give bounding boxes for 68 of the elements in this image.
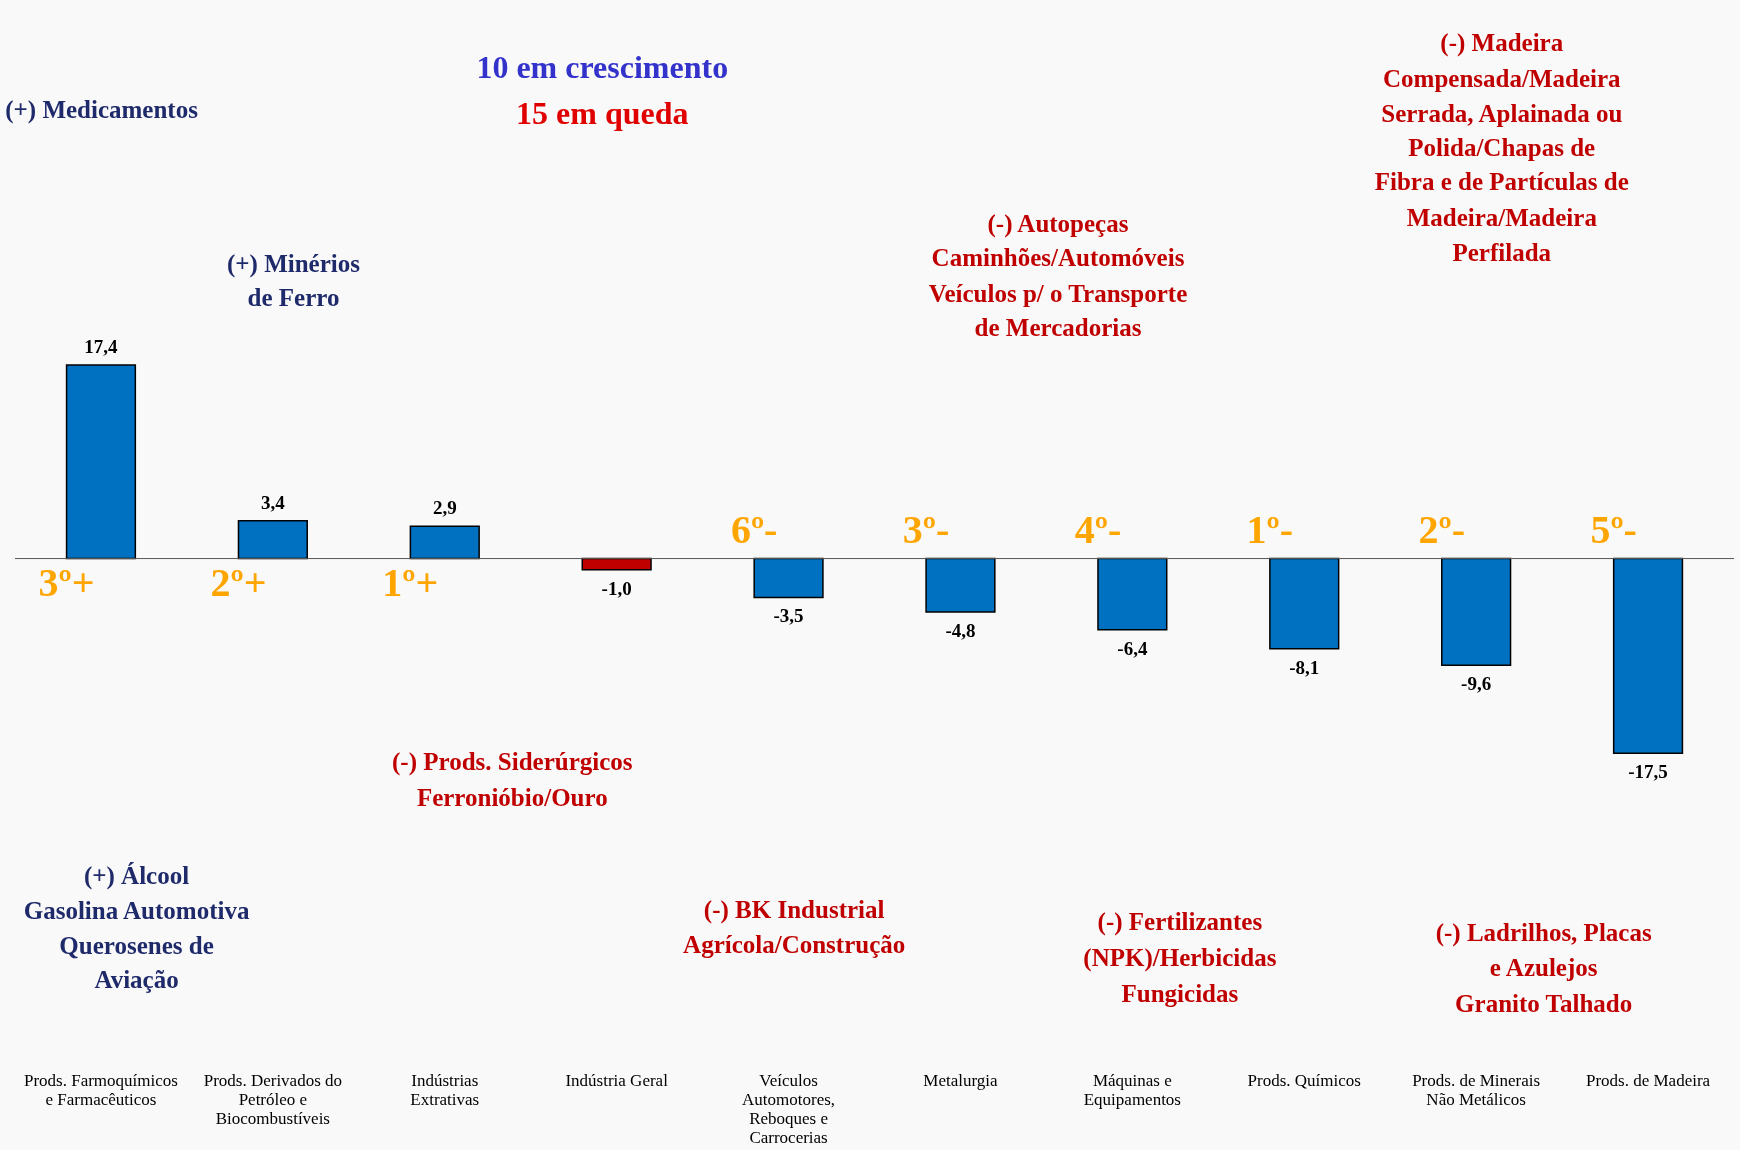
annotation: 6º- — [730, 506, 778, 552]
text: Granito Talhado — [1455, 989, 1633, 1017]
data-label: 2,9 — [432, 497, 457, 519]
text: Polida/Chapas de — [1408, 133, 1596, 161]
text: (+) Álcool — [83, 861, 190, 890]
data-label: -1,0 — [601, 577, 632, 599]
annotation: 2º- — [1418, 506, 1466, 552]
annotation: 4º- — [1074, 506, 1122, 552]
bar — [237, 519, 308, 560]
data-label: -6,4 — [1117, 637, 1148, 659]
x-tick-label: Metalurgia — [923, 1070, 999, 1090]
text: Aviação — [94, 966, 179, 994]
bar — [1612, 557, 1684, 754]
annotation: 1º+ — [382, 560, 439, 606]
x-tick-label: Prods. de Madeira — [1585, 1070, 1711, 1090]
text: Ferronióbio/Ouro — [416, 783, 608, 811]
text: Madeira/Madeira — [1406, 204, 1598, 232]
text: (NPK)/Herbicidas — [1083, 943, 1277, 972]
text: (-) Autopeças — [987, 209, 1129, 238]
bar — [925, 557, 996, 613]
annotation: (-) Prods. Siderúrgicos — [392, 748, 633, 777]
bar — [65, 364, 137, 560]
text: Fungicidas — [1121, 979, 1239, 1007]
text: Veículos p/ o Transporte — [928, 279, 1188, 307]
data-label: -8,1 — [1289, 656, 1320, 678]
text: Gasolina Automotiva — [23, 897, 250, 925]
x-tick-label: Prods. Farmoquímicos e Farmacêuticos — [23, 1070, 178, 1109]
text: Querosenes de — [59, 931, 214, 959]
data-label: -4,8 — [945, 619, 976, 641]
x-tick-label: Veículos Automotores, Reboques e Carrocerias — [742, 1070, 836, 1147]
text: (+) Medicamentos — [5, 96, 199, 125]
annotation: 2º+ — [210, 560, 267, 606]
data-label: -3,5 — [773, 605, 804, 627]
text: (-) Fertilizantes — [1097, 908, 1263, 937]
x-tick-label: Prods. Químicos — [1247, 1070, 1361, 1090]
data-label: 3,4 — [260, 491, 286, 513]
text: (-) Madeira — [1440, 29, 1564, 58]
text: Perfilada — [1452, 238, 1552, 266]
annotation: 3º- — [902, 506, 950, 552]
annotation: 5º- — [1590, 506, 1637, 552]
x-tick-label: Prods. de Minerais Não Metálicos — [1412, 1070, 1541, 1109]
x-tick-label: Indústria Geral — [565, 1070, 669, 1090]
text: Caminhões/Automóveis — [931, 244, 1185, 272]
bar — [1441, 557, 1512, 667]
text: Fibra e de Partículas de — [1374, 168, 1629, 196]
text: Agrícola/Construção — [683, 930, 906, 958]
bar — [1269, 557, 1340, 650]
x-tick-label: Prods. Derivados do Petróleo e Biocombustíveis — [203, 1070, 343, 1128]
bar — [409, 525, 480, 560]
annotation: 1º- — [1246, 506, 1294, 552]
text: 15 em queda — [516, 94, 689, 131]
text: (-) Ladrilhos, Placas — [1435, 919, 1652, 948]
text: Serrada, Aplainada ou — [1381, 99, 1623, 127]
data-label: -17,5 — [1628, 761, 1668, 783]
text: (-) BK Industrial — [703, 896, 885, 925]
x-tick-label: Indústrias Extrativas — [410, 1070, 480, 1109]
text: 10 em crescimento — [476, 48, 729, 85]
text: Compensada/Madeira — [1383, 65, 1622, 93]
text: e Azulejos — [1489, 953, 1598, 981]
data-label: -9,6 — [1461, 673, 1492, 695]
text: de Ferro — [247, 284, 340, 312]
x-tick-label: Máquinas e Equipamentos — [1083, 1070, 1181, 1109]
text: (+) Minérios — [226, 249, 361, 278]
text: de Mercadorias — [974, 314, 1142, 342]
bar — [753, 557, 824, 599]
data-label: 17,4 — [84, 335, 119, 357]
bar — [1097, 557, 1168, 631]
annotation: 3º+ — [38, 560, 95, 606]
